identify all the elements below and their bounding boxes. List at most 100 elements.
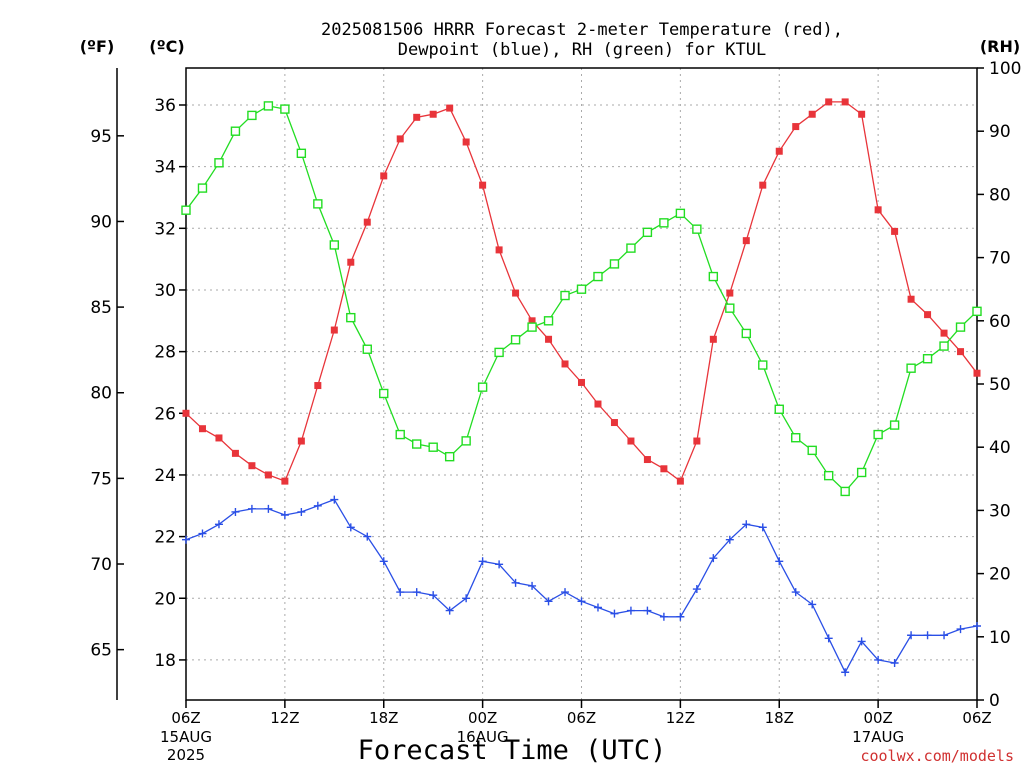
temperature-point <box>363 218 371 226</box>
dewpoint-point <box>264 504 273 513</box>
x-tick-label: 12Z <box>270 709 299 727</box>
temperature-point <box>198 425 206 433</box>
fahrenheit-unit-label: (ºF) <box>80 37 115 56</box>
temperature-point <box>215 434 223 442</box>
dewpoint-point <box>610 609 619 618</box>
rh-tick-label: 50 <box>989 375 1011 395</box>
rh-point <box>758 360 768 370</box>
dewpoint-point <box>907 631 916 640</box>
x-axis-label: Forecast Time (UTC) <box>358 735 667 766</box>
dewpoint-point <box>396 588 405 597</box>
x-tick-label: 00Z <box>863 709 892 727</box>
rh-point <box>313 199 323 209</box>
temperature-point <box>578 378 585 386</box>
rh-point <box>774 404 784 414</box>
dewpoint-point <box>643 606 652 615</box>
x-tick-label: 18Z <box>765 709 794 727</box>
temperature-point <box>495 246 503 254</box>
chart-title-line1: 2025081506 HRRR Forecast 2-meter Tempera… <box>321 20 843 40</box>
dewpoint-point <box>824 634 833 643</box>
dewpoint-point <box>313 501 322 510</box>
celsius-tick-label: 22 <box>154 528 176 548</box>
rh-point <box>576 284 587 294</box>
dewpoint-point <box>659 612 668 621</box>
dewpoint-point <box>709 554 718 563</box>
temperature-point <box>330 326 338 334</box>
rh-point <box>379 388 389 399</box>
dewpoint-point <box>923 631 932 640</box>
dewpoint-point <box>379 557 388 566</box>
rh-point <box>412 439 422 449</box>
rh-point <box>972 306 982 317</box>
x-tick-label: 06Z <box>962 709 991 727</box>
dewpoint-point <box>412 588 421 597</box>
rh-point <box>494 347 504 358</box>
rh-tick-label: 40 <box>989 438 1011 458</box>
rh-tick-label: 20 <box>989 565 1011 585</box>
celsius-tick-label: 30 <box>154 281 176 301</box>
rh-tick-label: 80 <box>989 185 1011 205</box>
temperature-point <box>693 437 701 445</box>
temperature-point <box>396 135 404 143</box>
temperature-point <box>792 123 800 131</box>
fahrenheit-tick-label: 65 <box>90 641 112 661</box>
dewpoint-point <box>956 625 965 634</box>
dewpoint-point <box>462 594 471 603</box>
x-date-label: 15AUG <box>160 728 212 746</box>
rh-point <box>708 271 719 282</box>
dewpoint-point <box>808 600 817 609</box>
rh-tick-label: 90 <box>989 122 1011 142</box>
rh-tick-label: 10 <box>989 628 1011 648</box>
axes: 06Z 12Z 18Z 00Z 06Z 12Z 18Z 00Z 06Z15AUG202516AU… <box>90 59 1021 764</box>
dewpoint-point <box>973 622 981 631</box>
celsius-tick-label: 28 <box>154 343 176 363</box>
dewpoint-point <box>626 606 635 615</box>
temperature-point <box>545 335 553 343</box>
dewpoint-point <box>775 557 784 566</box>
rh-tick-label: 100 <box>989 59 1021 79</box>
rh-point <box>230 126 241 136</box>
temperature-point <box>775 147 783 155</box>
dewpoint-point <box>561 588 570 597</box>
temperature-point <box>512 289 520 297</box>
celsius-tick-label: 32 <box>154 219 176 239</box>
rh-point <box>181 205 191 215</box>
credit-text: coolwx.com/models <box>860 747 1014 765</box>
temperature-point <box>660 465 668 473</box>
dewpoint-point <box>692 585 701 594</box>
temperature-point <box>924 311 932 319</box>
dewpoint-point <box>593 603 602 612</box>
rh-point <box>725 303 735 313</box>
celsius-tick-label: 36 <box>154 96 176 116</box>
rh-point <box>477 382 488 392</box>
dewpoint-point <box>445 606 454 615</box>
celsius-tick-label: 34 <box>154 158 176 178</box>
temperature-point <box>248 462 256 470</box>
temperature-point <box>314 382 322 390</box>
dewpoint-point <box>874 655 883 664</box>
temperature-point <box>825 98 833 106</box>
temperature-point <box>742 237 750 245</box>
dewpoint-point <box>758 523 767 532</box>
temperature-point <box>709 335 717 343</box>
rh-tick-label: 0 <box>989 691 1000 711</box>
celsius-tick-label: 26 <box>154 404 176 424</box>
rh-point <box>296 148 307 159</box>
x-tick-label: 00Z <box>468 709 497 727</box>
dewpoint-point <box>214 520 223 529</box>
dewpoint-point <box>330 495 339 504</box>
dewpoint-point <box>528 581 537 590</box>
temperature-point <box>841 98 849 106</box>
temperature-point <box>759 181 767 189</box>
rh-tick-label: 60 <box>989 312 1011 332</box>
rh-point <box>444 451 455 462</box>
celsius-unit-label: (ºC) <box>149 37 184 56</box>
rh-tick-label: 30 <box>989 501 1011 521</box>
temperature-point <box>264 471 272 479</box>
rh-point <box>280 104 290 114</box>
rh-point <box>510 335 521 345</box>
temperature-point <box>610 419 618 427</box>
temperature-point <box>380 172 388 180</box>
rh-point <box>955 322 966 332</box>
temperature-point <box>957 348 965 356</box>
